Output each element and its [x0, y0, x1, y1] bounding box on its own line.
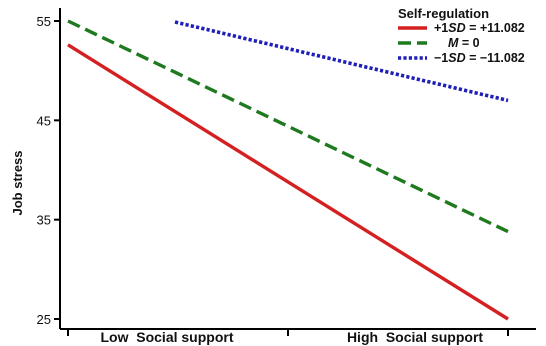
y-axis-title: Job stress — [10, 150, 25, 215]
x-category-label-low: Low Social support — [100, 329, 233, 345]
x-category-label-high: High Social support — [347, 329, 483, 345]
series-line-dotted — [174, 20, 509, 103]
series-line-solid — [67, 43, 509, 321]
y-tick-label: 45 — [37, 113, 51, 128]
legend-label: +1SD = +11.082 — [434, 21, 525, 35]
legend-title: Self-regulation — [398, 6, 489, 21]
legend-label: M = 0 — [448, 36, 480, 50]
x-ticks — [67, 329, 509, 336]
y-tick-label: 55 — [37, 14, 51, 29]
y-tick-label: 35 — [37, 213, 51, 228]
series-layer — [67, 19, 509, 321]
y-ticks: 25 35 45 55 — [37, 14, 60, 327]
legend-label: −1SD = −11.082 — [434, 51, 525, 65]
series-line-dashed — [67, 19, 509, 234]
y-tick-label: 25 — [37, 312, 51, 327]
